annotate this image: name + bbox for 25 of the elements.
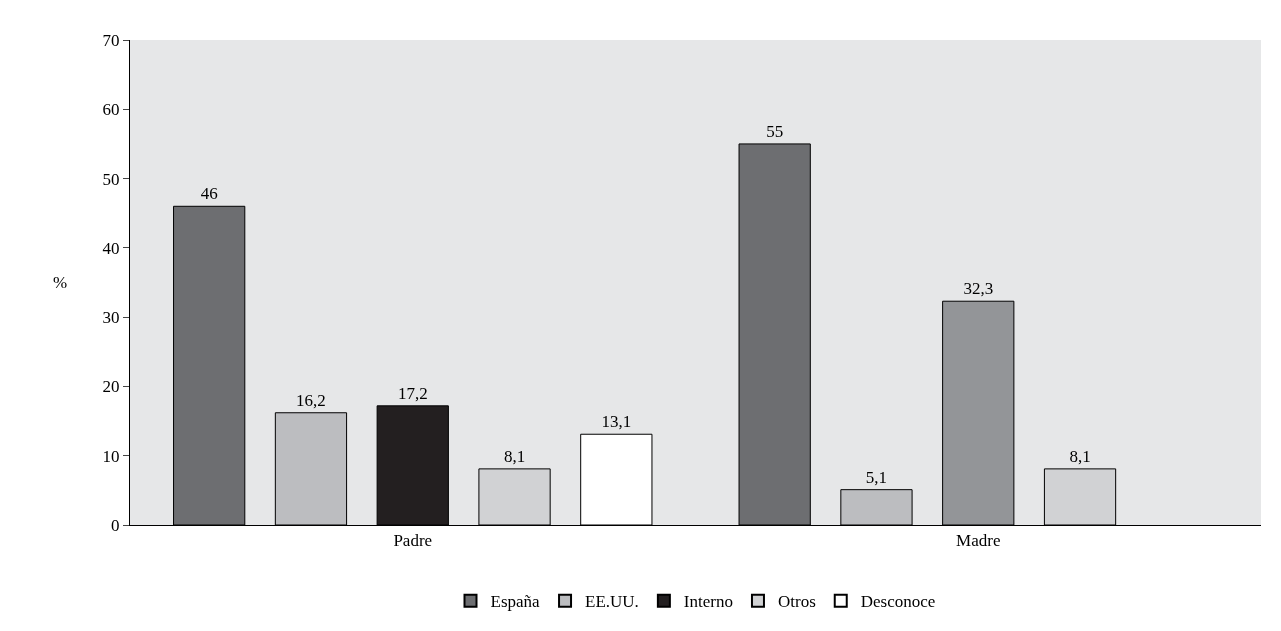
y-tick-label: 0 (111, 515, 120, 535)
legend-label: España (490, 592, 541, 612)
data-label: 55 (766, 121, 784, 141)
y-tick-label: 30 (102, 308, 120, 328)
x-tick-label: Madre (956, 531, 1001, 551)
y-axis-title: % (53, 273, 68, 292)
y-tick-label: 70 (102, 30, 120, 50)
x-tick-label: Padre (393, 531, 433, 551)
data-label: 8,1 (503, 446, 526, 466)
data-label: 16,2 (296, 390, 326, 410)
data-label: 5,1 (865, 467, 888, 487)
legend-label: EE.UU. (585, 592, 639, 612)
data-label: 13,1 (601, 412, 632, 432)
y-tick-label: 40 (102, 238, 120, 258)
legend-label: Interno (683, 592, 733, 612)
legend-label: Desconoce (860, 592, 936, 612)
data-label: 46 (200, 184, 218, 204)
y-tick-label: 50 (102, 169, 120, 189)
data-label: 32,3 (963, 279, 994, 299)
y-tick-label: 60 (102, 100, 120, 120)
legend-label: Otros (777, 592, 816, 612)
data-label: 17,2 (397, 383, 428, 403)
y-tick-label: 10 (102, 446, 120, 466)
data-label: 8,1 (1069, 446, 1091, 466)
y-tick-label: 20 (102, 377, 120, 397)
